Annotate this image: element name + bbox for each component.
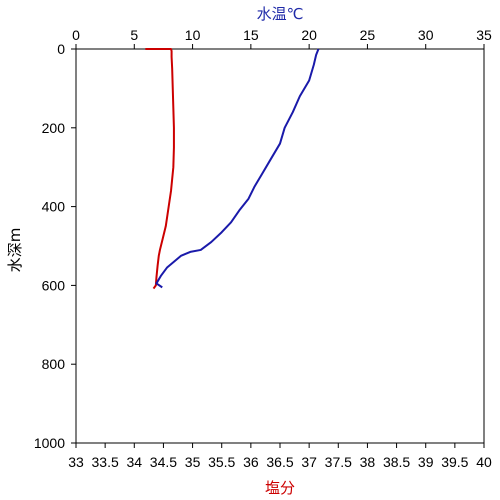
top-tick-label: 30 (418, 27, 434, 43)
bottom-axis-ticks: 33 33.5 34 34.5 35 35.5 36 36.5 37 37.5 38 38.5 39 39… (68, 443, 492, 470)
left-tick-label: 1000 (34, 435, 65, 451)
plot-area (75, 48, 485, 444)
top-tick-label: 15 (243, 27, 259, 43)
bottom-tick-label: 33.5 (92, 454, 119, 470)
bottom-tick-label: 34.5 (150, 454, 177, 470)
left-tick-label: 200 (42, 120, 66, 136)
salinity-series-line (145, 48, 175, 290)
top-tick-label: 25 (360, 27, 376, 43)
top-tick-label: 35 (476, 27, 492, 43)
bottom-tick-label: 38.5 (383, 454, 410, 470)
left-tick-label: 800 (42, 356, 66, 372)
left-tick-label: 400 (42, 199, 66, 215)
temperature-series-line (155, 48, 320, 289)
top-tick-label: 0 (72, 27, 80, 43)
bottom-tick-label: 37 (301, 454, 317, 470)
bottom-tick-label: 34 (126, 454, 142, 470)
top-axis-title: 水温℃ (257, 5, 304, 23)
top-tick-label: 10 (185, 27, 201, 43)
bottom-tick-label: 36 (243, 454, 259, 470)
bottom-tick-label: 38 (360, 454, 376, 470)
bottom-tick-label: 39.5 (441, 454, 468, 470)
top-axis-ticks: 0 5 10 15 20 25 30 35 (72, 27, 492, 49)
bottom-tick-label: 39 (418, 454, 434, 470)
bottom-tick-label: 35 (185, 454, 201, 470)
bottom-tick-label: 40 (476, 454, 492, 470)
bottom-tick-label: 36.5 (266, 454, 293, 470)
bottom-axis-title: 塩分 (265, 479, 295, 497)
left-tick-label: 0 (57, 41, 65, 57)
bottom-tick-label: 37.5 (325, 454, 352, 470)
top-tick-label: 5 (130, 27, 138, 43)
left-axis-ticks: 0 200 400 600 800 1000 (34, 41, 76, 451)
series-layer (145, 48, 320, 290)
top-tick-label: 20 (301, 27, 317, 43)
left-tick-label: 600 (42, 277, 66, 293)
bottom-tick-label: 35.5 (208, 454, 235, 470)
left-axis-title: 水深m (6, 228, 24, 273)
bottom-tick-label: 33 (68, 454, 84, 470)
